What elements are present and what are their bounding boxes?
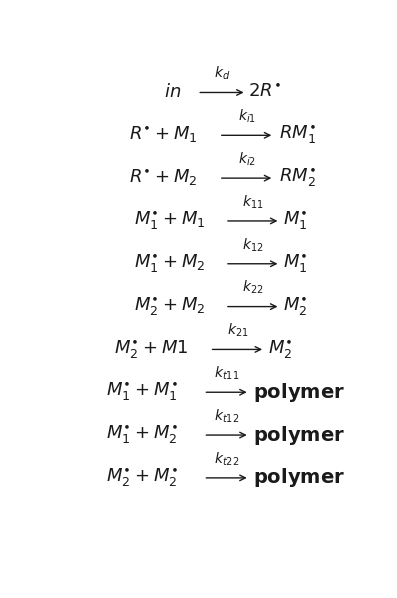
Text: $R^{\bullet}+M_1$: $R^{\bullet}+M_1$ [129, 125, 198, 145]
Text: $k_{t11}$: $k_{t11}$ [214, 365, 239, 382]
Text: $k_{12}$: $k_{12}$ [242, 236, 263, 254]
Text: $M_1^{\bullet}+M_1$: $M_1^{\bullet}+M_1$ [134, 210, 205, 232]
Text: $\bf{polymer}$: $\bf{polymer}$ [253, 466, 345, 489]
Text: $2R^{\bullet}$: $2R^{\bullet}$ [248, 84, 281, 102]
Text: $k_d$: $k_d$ [214, 65, 230, 83]
Text: $k_{11}$: $k_{11}$ [242, 193, 264, 211]
Text: $M_2^{\bullet}+M_2$: $M_2^{\bullet}+M_2$ [134, 295, 205, 318]
Text: $M_1^{\bullet}$: $M_1^{\bullet}$ [283, 252, 308, 275]
Text: $M_1^{\bullet}$: $M_1^{\bullet}$ [283, 210, 308, 232]
Text: $RM_2^{\bullet}$: $RM_2^{\bullet}$ [279, 167, 316, 190]
Text: $M_2^{\bullet}+M1$: $M_2^{\bullet}+M1$ [114, 338, 189, 361]
Text: $k_{i2}$: $k_{i2}$ [237, 151, 256, 168]
Text: $M_1^{\bullet}+M_2$: $M_1^{\bullet}+M_2$ [134, 252, 205, 275]
Text: $R^{\bullet}+M_2$: $R^{\bullet}+M_2$ [129, 168, 198, 188]
Text: $k_{t12}$: $k_{t12}$ [214, 407, 239, 425]
Text: $M_1^{\bullet}+M_1^{\bullet}$: $M_1^{\bullet}+M_1^{\bullet}$ [106, 381, 178, 404]
Text: $RM_1^{\bullet}$: $RM_1^{\bullet}$ [279, 124, 316, 147]
Text: $M_1^{\bullet}+M_2^{\bullet}$: $M_1^{\bullet}+M_2^{\bullet}$ [106, 424, 178, 446]
Text: $\mathit{in}$: $\mathit{in}$ [164, 84, 181, 102]
Text: $M_2^{\bullet}$: $M_2^{\bullet}$ [268, 338, 293, 361]
Text: $k_{21}$: $k_{21}$ [227, 322, 248, 339]
Text: $\bf{polymer}$: $\bf{polymer}$ [253, 381, 345, 404]
Text: $k_{i1}$: $k_{i1}$ [237, 108, 256, 125]
Text: $k_{t22}$: $k_{t22}$ [214, 450, 239, 468]
Text: $k_{22}$: $k_{22}$ [242, 279, 263, 297]
Text: $M_2^{\bullet}$: $M_2^{\bullet}$ [283, 295, 308, 318]
Text: $\bf{polymer}$: $\bf{polymer}$ [253, 423, 345, 447]
Text: $M_2^{\bullet}+M_2^{\bullet}$: $M_2^{\bullet}+M_2^{\bullet}$ [106, 466, 178, 489]
